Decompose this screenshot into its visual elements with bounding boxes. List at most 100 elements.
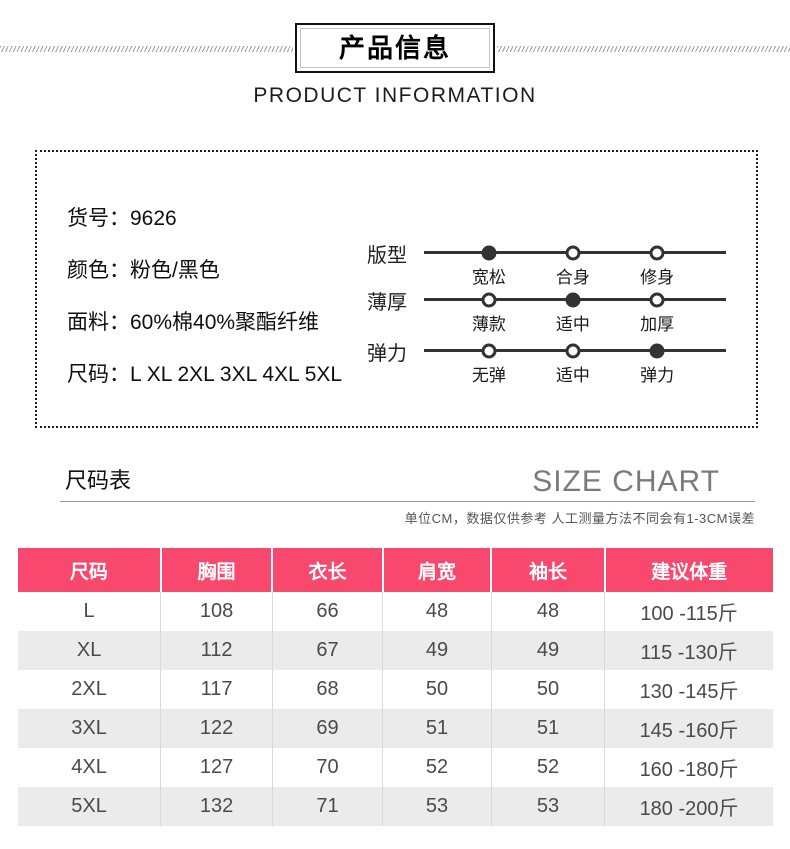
slider-label: 版型 xyxy=(367,245,407,267)
field-colon: ： xyxy=(109,363,130,386)
cell-length: 69 xyxy=(271,709,383,748)
cell-length: 70 xyxy=(271,748,383,787)
size-chart-note: 单位CM，数据仅供参考 人工测量方法不同会有1-3CM误差 xyxy=(404,511,755,526)
cell-length: 66 xyxy=(271,592,383,631)
field-value: 粉色/黑色 xyxy=(130,259,220,282)
column-header-shoulder: 肩宽 xyxy=(382,548,493,592)
cell-shoulder: 49 xyxy=(382,631,492,670)
size-chart-title-cn: 尺码表 xyxy=(65,468,132,493)
hatch-line-left xyxy=(0,46,293,52)
column-header-size: 尺码 xyxy=(18,548,162,592)
cell-weight: 145 -160斤 xyxy=(604,709,773,748)
title-box: 产品信息 xyxy=(295,23,495,73)
column-header-bust: 胸围 xyxy=(160,548,274,592)
size-chart-heading: 尺码表 SIZE CHART xyxy=(60,462,755,502)
page-title-en: PRODUCT INFORMATION xyxy=(253,84,537,107)
cell-shoulder: 51 xyxy=(382,709,492,748)
table-row: 3XL 122 69 51 51 145 -160斤 xyxy=(18,709,773,748)
cell-bust: 112 xyxy=(160,631,273,670)
cell-size: 5XL xyxy=(18,787,161,826)
slider-options: 薄款 适中 加厚 xyxy=(424,310,726,334)
field-value: L XL 2XL 3XL 4XL 5XL xyxy=(130,363,343,386)
cell-shoulder: 52 xyxy=(382,748,492,787)
cell-size: 3XL xyxy=(18,709,161,748)
cell-size: L xyxy=(18,592,161,631)
cell-sleeve: 53 xyxy=(490,787,605,826)
page-title-cn: 产品信息 xyxy=(338,33,451,63)
cell-sleeve: 50 xyxy=(490,670,605,709)
cell-sleeve: 51 xyxy=(490,709,605,748)
table-row: 2XL 117 68 50 50 130 -145斤 xyxy=(18,670,773,709)
table-row: 5XL 132 71 53 53 180 -200斤 xyxy=(18,787,773,826)
cell-length: 71 xyxy=(271,787,383,826)
slider-option-label: 加厚 xyxy=(640,315,675,334)
slider-option-label: 修身 xyxy=(640,268,675,287)
slider-dot xyxy=(565,292,581,307)
field-label: 面料 xyxy=(67,311,109,334)
cell-size: 4XL xyxy=(18,748,161,787)
field-color: 颜色：粉色/黑色 xyxy=(67,254,220,284)
slider-options: 无弹 适中 弹力 xyxy=(424,361,726,385)
slider-track xyxy=(424,245,726,260)
slider-dot xyxy=(565,245,581,260)
cell-shoulder: 48 xyxy=(382,592,492,631)
slider-dot xyxy=(481,245,497,260)
cell-length: 67 xyxy=(271,631,383,670)
cell-weight: 160 -180斤 xyxy=(604,748,773,787)
page-header: 产品信息 PRODUCT INFORMATION xyxy=(0,0,790,150)
slider-dot xyxy=(649,343,665,358)
table-row: L 108 66 48 48 100 -115斤 xyxy=(18,592,773,631)
slider-option-label: 无弹 xyxy=(471,366,506,385)
hatch-line-right xyxy=(497,46,790,52)
slider-option-label: 薄款 xyxy=(471,315,506,334)
slider-dot xyxy=(649,245,665,260)
column-header-length: 衣长 xyxy=(272,548,384,592)
cell-bust: 108 xyxy=(160,592,273,631)
cell-bust: 127 xyxy=(160,748,273,787)
field-colon: ： xyxy=(109,259,130,282)
cell-weight: 100 -115斤 xyxy=(604,592,773,631)
slider-label: 弹力 xyxy=(367,343,407,365)
field-fabric: 面料：60%棉40%聚酯纤维 xyxy=(67,306,319,336)
product-info-box: 货号：9626 颜色：粉色/黑色 面料：60%棉40%聚酯纤维 尺码：L XL … xyxy=(35,150,758,428)
cell-sleeve: 48 xyxy=(490,592,605,631)
field-colon: ： xyxy=(109,311,130,334)
cell-shoulder: 53 xyxy=(382,787,492,826)
size-chart-table: 尺码 胸围 衣长 肩宽 袖长 建议体重 L 108 66 48 48 100 -… xyxy=(18,548,773,826)
cell-length: 68 xyxy=(271,670,383,709)
field-item-number: 货号：9626 xyxy=(67,202,177,232)
field-sizes: 尺码：L XL 2XL 3XL 4XL 5XL xyxy=(67,358,342,388)
slider-options: 宽松 合身 修身 xyxy=(424,263,726,287)
column-header-weight: 建议体重 xyxy=(604,548,773,592)
size-chart-title-en: SIZE CHART xyxy=(532,465,720,498)
field-value: 9626 xyxy=(130,207,177,230)
cell-sleeve: 49 xyxy=(490,631,605,670)
cell-sleeve: 52 xyxy=(490,748,605,787)
slider-option-label: 宽松 xyxy=(471,268,506,287)
field-label: 货号 xyxy=(67,207,109,230)
field-label: 尺码 xyxy=(67,363,109,386)
slider-option-label: 适中 xyxy=(555,366,590,385)
slider-dot xyxy=(565,343,581,358)
column-header-sleeve: 袖长 xyxy=(491,548,606,592)
field-colon: ： xyxy=(109,207,130,230)
cell-weight: 130 -145斤 xyxy=(604,670,773,709)
cell-shoulder: 50 xyxy=(382,670,492,709)
slider-option-label: 适中 xyxy=(555,315,590,334)
field-label: 颜色 xyxy=(67,259,109,282)
cell-size: 2XL xyxy=(18,670,161,709)
slider-dot xyxy=(481,292,497,307)
table-row: XL 112 67 49 49 115 -130斤 xyxy=(18,631,773,670)
table-header-row: 尺码 胸围 衣长 肩宽 袖长 建议体重 xyxy=(18,548,773,592)
slider-option-label: 弹力 xyxy=(640,366,675,385)
slider-track xyxy=(424,292,726,307)
slider-option-label: 合身 xyxy=(555,268,590,287)
cell-weight: 180 -200斤 xyxy=(604,787,773,826)
cell-bust: 132 xyxy=(160,787,273,826)
slider-dot xyxy=(481,343,497,358)
table-row: 4XL 127 70 52 52 160 -180斤 xyxy=(18,748,773,787)
cell-bust: 117 xyxy=(160,670,273,709)
cell-bust: 122 xyxy=(160,709,273,748)
slider-track xyxy=(424,343,726,358)
